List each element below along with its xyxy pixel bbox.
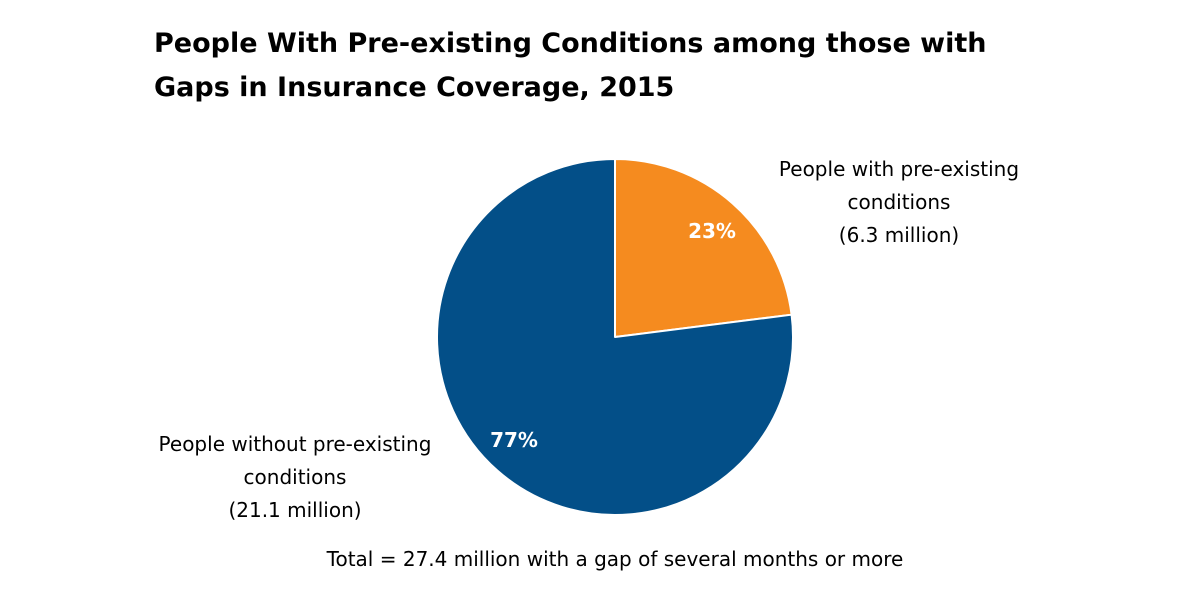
slice-with-conditions-label: People with pre-existing conditions (6.3… — [744, 153, 1054, 252]
slice-with-conditions-percent-label: 23% — [688, 219, 736, 243]
chart-title-line-1: People With Pre-existing Conditions amon… — [154, 28, 987, 59]
chart-footnote: Total = 27.4 million with a gap of sever… — [326, 547, 904, 571]
slice-with-conditions-label-line-1: People with pre-existing — [778, 157, 1020, 181]
slice-with-conditions-label-line-3: (6.3 million) — [838, 223, 960, 247]
pie-slices — [436, 158, 794, 516]
chart-title: People With Pre-existing Conditions amon… — [154, 22, 1114, 110]
slice-without-conditions-label: People without pre-existing conditions (… — [130, 428, 460, 527]
chart-title-line-2: Gaps in Insurance Coverage, 2015 — [154, 72, 675, 103]
slice-without-conditions-label-line-2: conditions — [243, 465, 347, 489]
slice-without-conditions — [436, 158, 794, 516]
slice-without-conditions-percent-label: 77% — [490, 428, 538, 452]
slice-with-conditions — [614, 158, 793, 338]
slice-with-conditions-label-line-2: conditions — [847, 190, 951, 214]
slice-without-conditions-label-line-3: (21.1 million) — [228, 498, 362, 522]
slice-without-conditions-label-line-1: People without pre-existing — [158, 432, 432, 456]
